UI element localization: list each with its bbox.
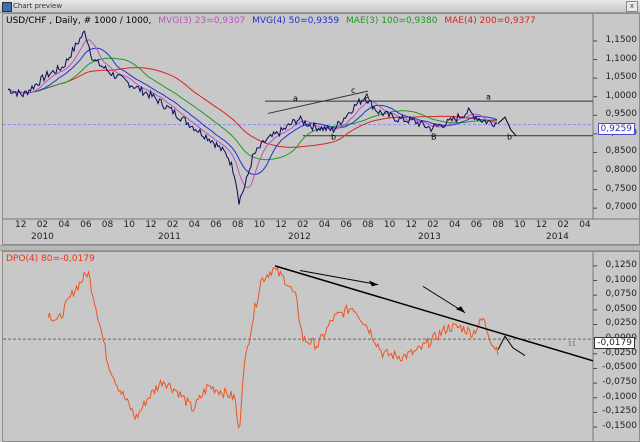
month-tick-label: 10 (383, 220, 396, 230)
price-y-tick: 0,8500 (605, 146, 638, 157)
price-y-tick: 0,9500 (605, 109, 638, 120)
arrow-line-1 (299, 270, 379, 286)
year-tick-label: 2011 (158, 232, 181, 242)
month-tick-label: 04 (318, 220, 331, 230)
dpo-chart-svg: 11 (3, 252, 597, 441)
month-tick-label: 02 (36, 220, 49, 230)
wave-label-A: A (364, 93, 370, 102)
arrow-head-2 (456, 306, 465, 313)
legend-mae4: MAE(4) 200=0,9377 (444, 16, 536, 26)
year-tick-label: 2010 (31, 232, 54, 242)
dpo-y-tick: -0,1500 (602, 421, 637, 432)
dpo-trend-line (274, 265, 594, 362)
wave-label-c: c (351, 86, 355, 95)
dpo-line (47, 267, 499, 430)
price-y-tick: 1,1500 (605, 35, 638, 45)
dpo-y-tick: -0,1000 (602, 391, 637, 402)
price-y-tick: 0,7500 (605, 183, 638, 194)
month-tick-label: 02 (557, 220, 569, 230)
close-button[interactable]: x (626, 1, 638, 12)
price-y-tick: 1,0000 (605, 90, 638, 101)
month-tick-label: 12 (275, 220, 287, 230)
month-tick-label: 08 (362, 220, 374, 230)
month-tick-label: 04 (579, 220, 591, 230)
dpo-chart-panel[interactable]: DPO(4) 80=-0,0179 11 0,1250 0,1000 0,0750 0… (2, 251, 640, 442)
month-tick-label: 08 (101, 220, 114, 230)
last-price-label: 0,9259 (597, 123, 635, 135)
price-y-axis: 1,15001,10001,05001,00000,95000,90000,85… (587, 14, 638, 214)
price-y-tick: 1,0500 (605, 72, 638, 83)
panel-splitter[interactable] (0, 245, 640, 251)
month-tick-label: 12 (145, 220, 157, 230)
wave-label-B: B (431, 132, 437, 141)
price-line (7, 30, 498, 205)
year-tick-label: 2014 (546, 232, 569, 242)
month-tick-label: 12 (405, 220, 418, 230)
app-icon (2, 2, 12, 12)
dpo-y-tick: 0,1250 (605, 259, 638, 270)
wave-label-b: b (331, 132, 336, 141)
month-tick-label: 10 (514, 220, 526, 230)
legend-symbol: USD/CHF , Daily, # 1000 / 1000, (6, 16, 152, 26)
month-tick-label: 06 (340, 220, 352, 230)
month-tick-label: 12 (15, 220, 27, 230)
mae3-line (8, 57, 498, 161)
price-chart-svg: Aa c b Ba b (3, 14, 639, 220)
dpo-y-tick: -0,0500 (602, 362, 637, 373)
price-y-tick: 1,1000 (605, 53, 638, 64)
arrow-head-1 (369, 280, 378, 287)
price-y-tick: 0,7000 (605, 202, 638, 213)
legend-mvg4: MVG(4) 50=0,9359 (252, 16, 340, 26)
dpo-y-tick: 0,0750 (605, 289, 638, 300)
year-tick-label: 2012 (288, 232, 311, 242)
legend-mvg3: MVG(3) 23=0,9307 (158, 16, 246, 26)
price-legend: USD/CHF , Daily, # 1000 / 1000, MVG(3) 2… (6, 16, 540, 26)
month-tick-label: 04 (188, 220, 201, 230)
projection-line (497, 116, 517, 137)
wave-label-b2: b (507, 132, 512, 141)
month-tick-label: 02 (427, 220, 439, 230)
price-y-tick: 0,8000 (605, 165, 638, 175)
month-tick-label: 06 (470, 220, 483, 230)
month-tick-label: 02 (166, 220, 179, 230)
dpo-legend: DPO(4) 80=-0,0179 (6, 254, 99, 264)
window-title: Chart preview (13, 2, 63, 10)
dpo-marker-label: 11 (568, 341, 576, 348)
mvg3-line (8, 39, 498, 189)
legend-dpo: DPO(4) 80=-0,0179 (6, 254, 95, 264)
month-tick-label: 04 (449, 220, 461, 230)
wave-label-a: a (293, 94, 298, 103)
month-tick-label: 08 (232, 220, 244, 230)
dpo-y-tick: -0,0250 (602, 347, 637, 358)
dpo-y-tick: 0,1000 (605, 274, 638, 285)
month-tick-label: 06 (80, 220, 92, 230)
dpo-projection-line (497, 335, 526, 357)
dpo-y-tick: -0,1250 (602, 406, 637, 417)
month-tick-label: 08 (492, 220, 504, 230)
last-dpo-label: -0,0179 (594, 337, 635, 349)
year-tick-label: 2013 (418, 232, 441, 242)
month-tick-label: 10 (123, 220, 135, 230)
month-tick-label: 10 (253, 220, 266, 230)
trend-line (267, 90, 369, 114)
legend-mae3: MAE(3) 100=0,9380 (346, 16, 438, 26)
dpo-y-tick: -0,0750 (602, 377, 637, 388)
dpo-y-tick: 0,0250 (605, 318, 638, 329)
dpo-y-tick: 0,0500 (605, 303, 638, 314)
title-bar[interactable]: Chart preview x (0, 0, 640, 13)
price-chart-panel[interactable]: USD/CHF , Daily, # 1000 / 1000, MVG(3) 2… (2, 13, 640, 245)
wave-label-a2: a (486, 93, 491, 102)
month-tick-label: 12 (535, 220, 548, 230)
month-tick-label: 06 (210, 220, 222, 230)
mae4-line (8, 67, 498, 148)
month-tick-label: 02 (297, 220, 309, 230)
price-x-axis: 12 02 04 06 08 10 12 02 04 06 08 10 12 02 04 06 08 10 12 02… (3, 219, 593, 243)
month-tick-label: 04 (58, 220, 70, 230)
